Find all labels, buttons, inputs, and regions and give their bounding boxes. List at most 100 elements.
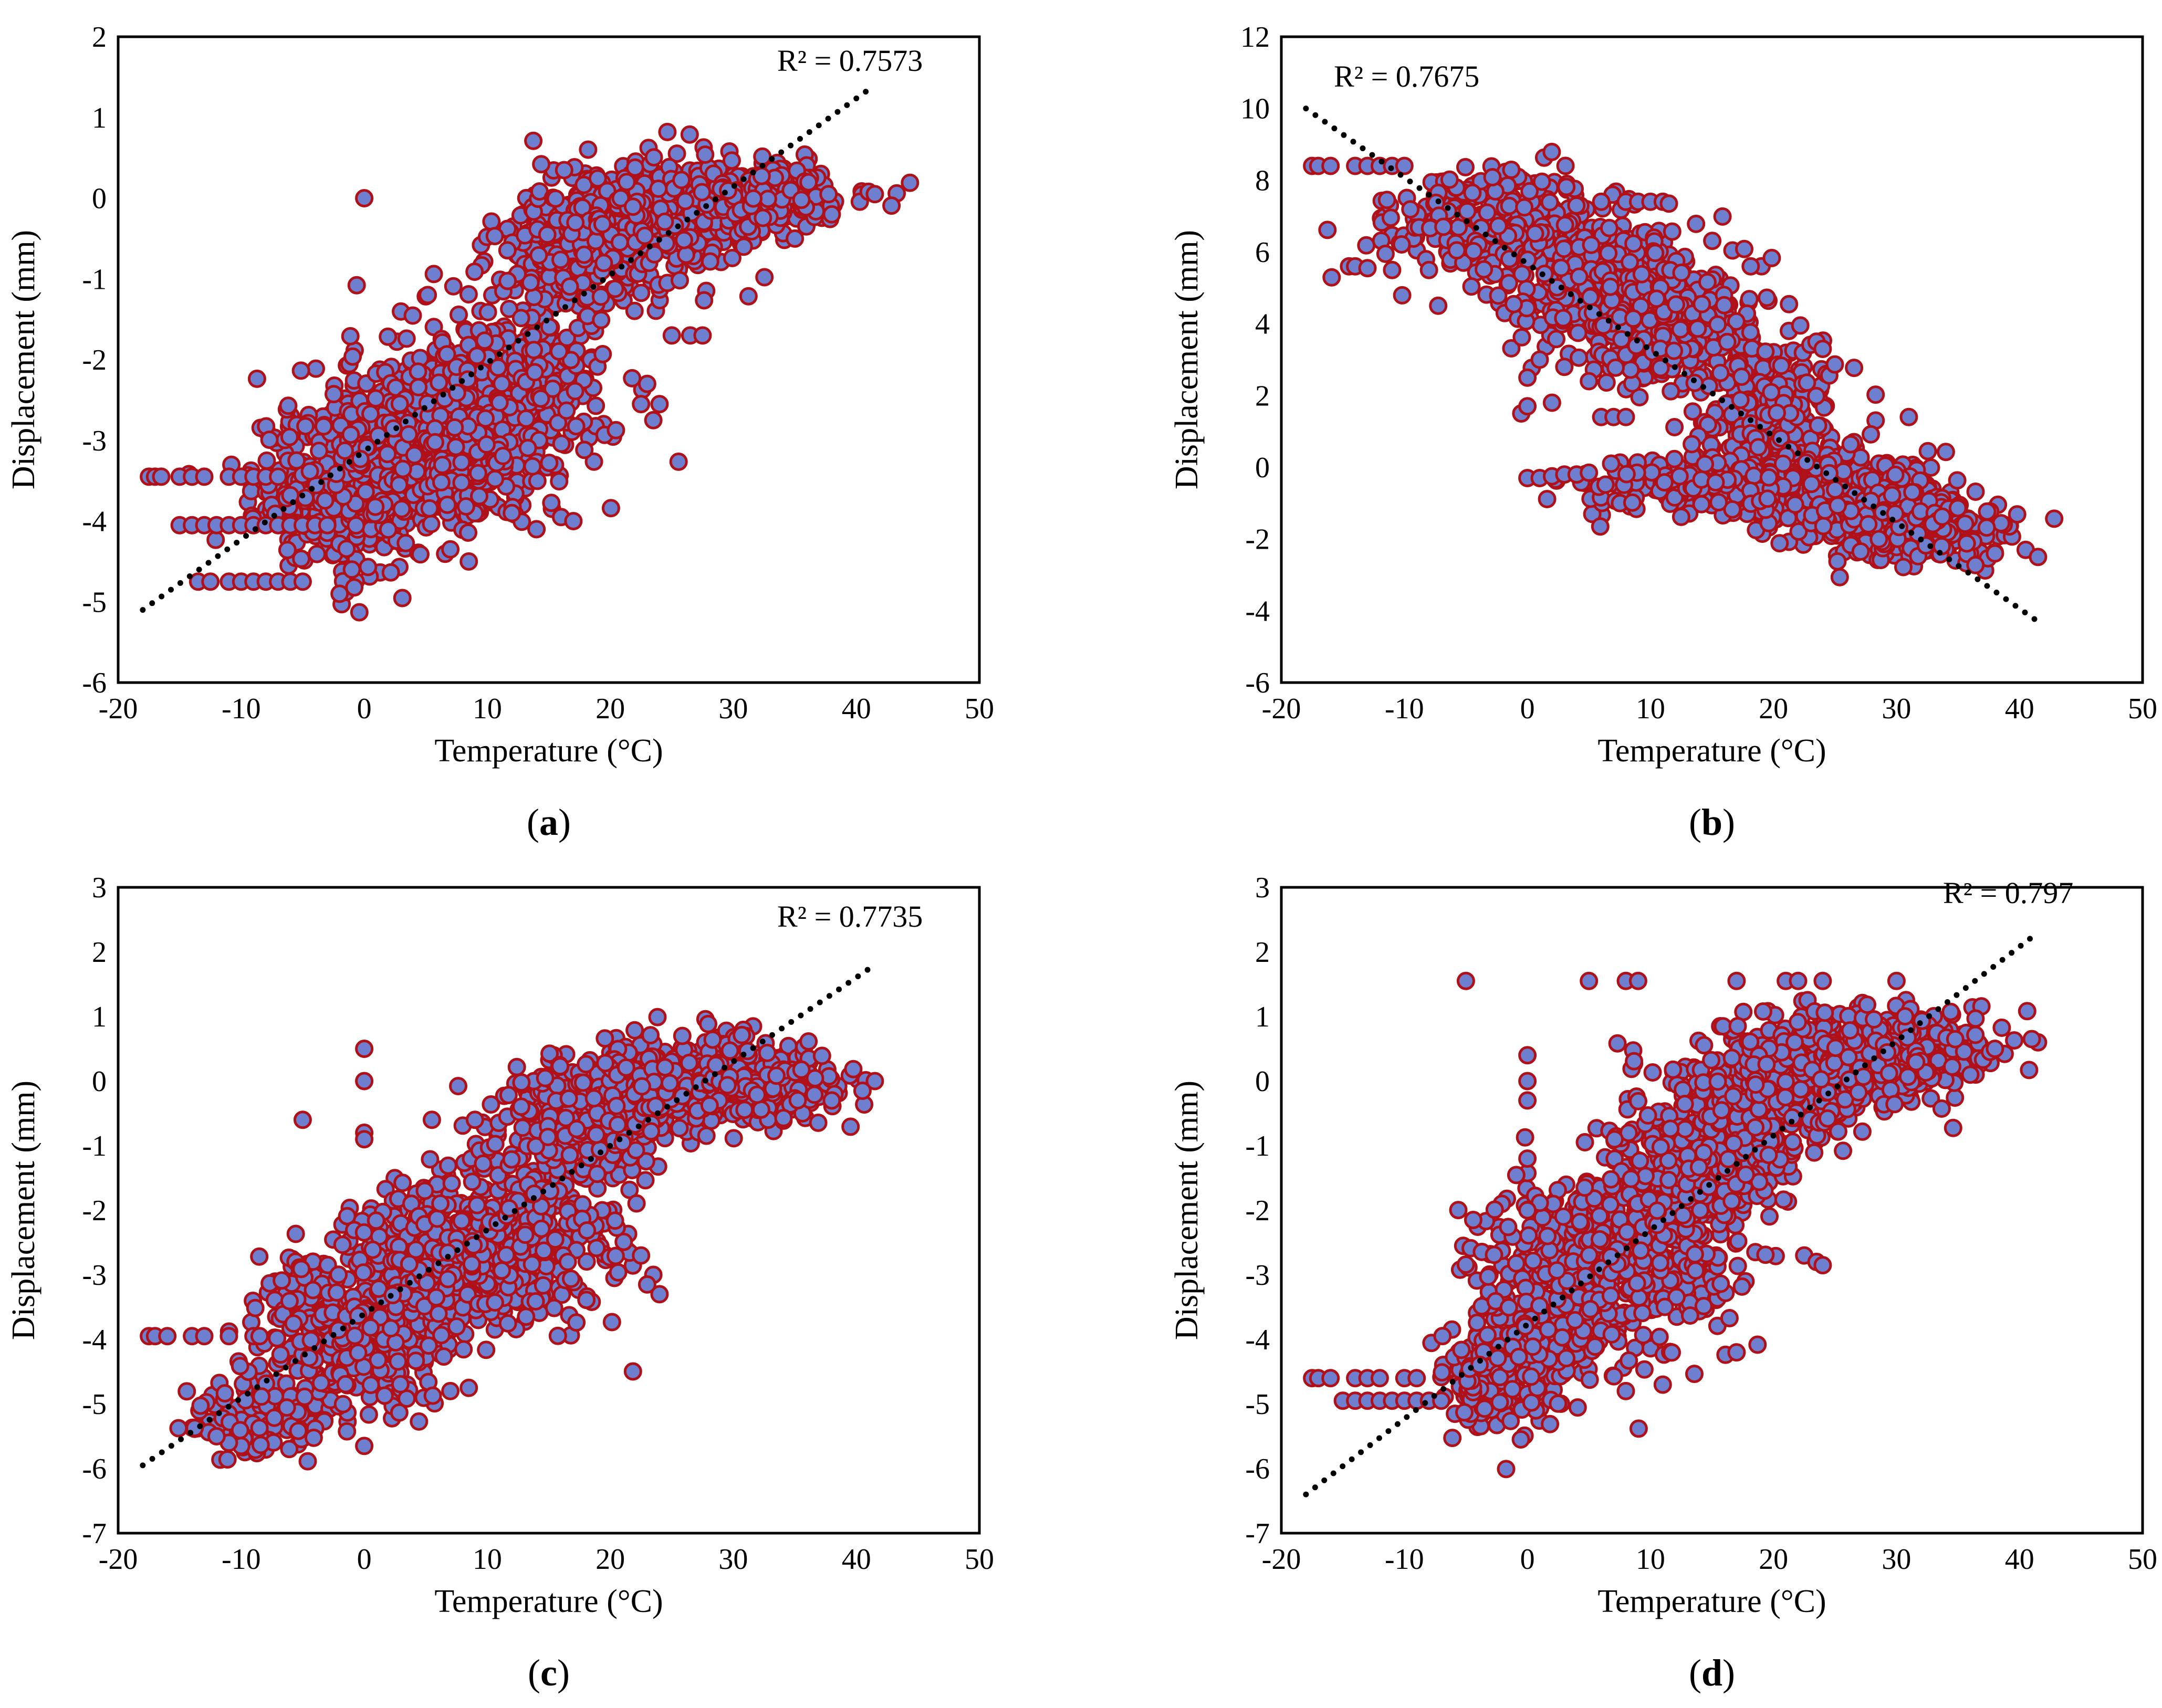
data-point — [391, 1375, 410, 1393]
data-point — [696, 145, 715, 164]
data-point — [346, 1326, 364, 1345]
data-point — [349, 1343, 368, 1362]
data-point — [1458, 202, 1477, 221]
data-point — [1591, 517, 1610, 536]
data-point — [525, 363, 544, 382]
data-point — [1986, 544, 2004, 563]
data-point — [1956, 515, 1975, 533]
data-point — [1555, 358, 1574, 376]
data-point — [459, 285, 478, 303]
data-point — [623, 197, 642, 216]
data-point — [311, 1374, 330, 1392]
data-point — [277, 1398, 296, 1417]
data-point — [1554, 309, 1573, 328]
data-point — [250, 1419, 269, 1438]
data-point — [593, 215, 612, 234]
data-point — [345, 578, 364, 597]
data-point — [792, 191, 811, 209]
data-point — [292, 549, 311, 568]
data-point — [1655, 473, 1674, 492]
data-point — [1758, 489, 1777, 508]
y-tick-label: -2 — [82, 344, 107, 376]
data-point — [532, 155, 551, 174]
data-point — [1759, 468, 1778, 487]
data-point — [1377, 191, 1396, 209]
data-point — [441, 540, 460, 559]
data-point — [1859, 515, 1878, 533]
caption-letter-b: b — [1701, 801, 1722, 843]
data-point — [1617, 465, 1636, 484]
data-point — [1464, 242, 1483, 260]
data-point — [1512, 328, 1531, 347]
data-point — [655, 212, 674, 231]
y-tick-label: 4 — [1255, 308, 1270, 341]
data-point — [419, 286, 437, 305]
data-point — [1731, 391, 1750, 410]
data-point — [1780, 295, 1799, 313]
data-point — [1977, 518, 1996, 537]
y-tick-label: -4 — [1245, 595, 1270, 627]
data-point — [638, 374, 656, 393]
data-point — [246, 1298, 265, 1317]
data-point — [819, 185, 838, 204]
data-point — [1646, 244, 1665, 263]
data-point — [293, 572, 312, 591]
panel-caption-b: (b) — [1689, 801, 1735, 843]
data-point — [1869, 530, 1888, 549]
data-point — [498, 271, 517, 290]
data-point — [1740, 290, 1759, 309]
data-point — [298, 1452, 317, 1471]
data-point — [503, 504, 521, 522]
data-point — [566, 382, 584, 401]
data-point — [1665, 418, 1684, 436]
data-point — [379, 327, 398, 346]
data-point — [1708, 315, 1727, 334]
x-tick-label: 40 — [2005, 693, 2034, 725]
data-point — [1886, 465, 1905, 484]
data-point — [669, 452, 688, 471]
data-point — [450, 305, 468, 324]
data-point — [1688, 319, 1707, 338]
data-point — [1966, 483, 1985, 501]
data-point — [1807, 386, 1825, 405]
data-point — [1463, 183, 1482, 202]
y-tick-label: 2 — [92, 21, 107, 54]
data-point — [281, 486, 300, 505]
data-point — [1756, 342, 1775, 361]
data-point — [1616, 407, 1635, 426]
data-point — [397, 329, 416, 348]
y-tick-label: -6 — [1245, 667, 1270, 699]
data-point — [1596, 475, 1615, 494]
data-point — [672, 171, 691, 190]
data-point — [486, 469, 505, 488]
data-point — [325, 385, 343, 404]
data-point — [152, 467, 171, 486]
data-point — [338, 1422, 357, 1441]
data-point — [753, 147, 772, 166]
data-point — [1659, 194, 1678, 213]
scatter-points-c — [140, 1008, 884, 1471]
x-tick-label: 10 — [1636, 693, 1665, 725]
data-point — [549, 342, 568, 361]
data-point — [452, 473, 471, 492]
data-point — [1665, 449, 1684, 468]
data-point — [882, 196, 901, 215]
data-point — [517, 409, 536, 428]
data-point — [403, 306, 422, 325]
data-point — [437, 345, 456, 364]
data-point — [337, 539, 356, 558]
data-point — [393, 459, 412, 478]
data-point — [1948, 499, 1967, 518]
data-point — [1785, 495, 1804, 514]
data-point — [605, 279, 624, 298]
data-point — [786, 229, 805, 248]
data-point — [644, 148, 663, 167]
data-point — [1703, 232, 1722, 250]
data-point — [1502, 160, 1521, 179]
data-point — [658, 122, 677, 141]
data-point — [680, 125, 699, 144]
data-point — [1381, 208, 1400, 227]
y-tick-label: -6 — [82, 667, 107, 699]
data-point — [343, 347, 362, 366]
